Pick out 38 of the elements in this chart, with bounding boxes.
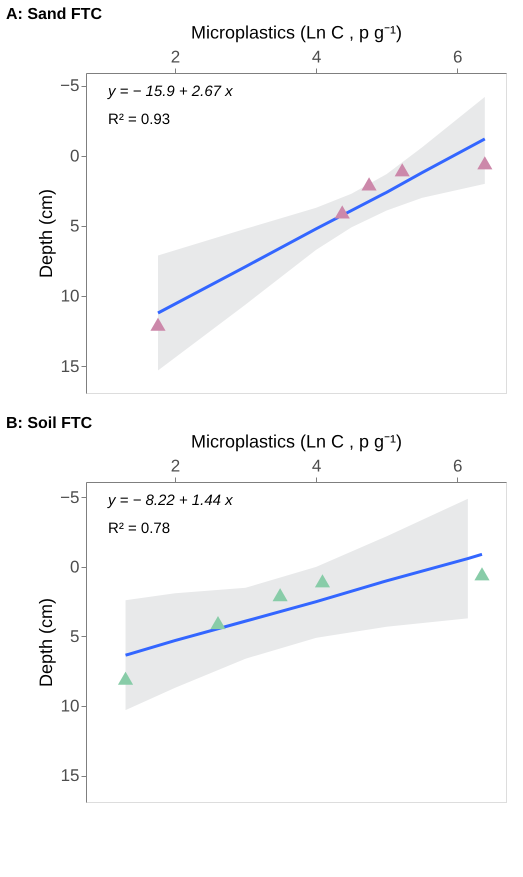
point [272, 588, 288, 602]
annotation: y = − 8.22 + 1.44 x [107, 492, 234, 509]
point [394, 163, 410, 176]
x-tick-label: 6 [453, 456, 463, 476]
point [314, 574, 330, 588]
x-axis-title: Microplastics (Ln C , p g⁻¹) [190, 22, 402, 42]
y-tick-label: 15 [60, 766, 80, 786]
point [361, 177, 377, 190]
y-tick-label: −5 [60, 488, 80, 507]
y-tick-label: 10 [60, 286, 80, 306]
point [477, 156, 492, 170]
chart-title: A: Sand FTC [6, 6, 102, 23]
chart-title: B: Soil FTC [6, 415, 93, 432]
point [150, 318, 166, 331]
x-tick-label: 6 [453, 48, 463, 66]
annotation: y = − 15.9 + 2.67 x [107, 83, 234, 100]
line-series [124, 552, 484, 657]
y-tick-label: 10 [60, 696, 80, 716]
y-tick-label: 15 [60, 356, 80, 376]
x-tick-label: 4 [312, 48, 322, 66]
point [334, 205, 350, 219]
x-tick-label: 2 [170, 48, 180, 66]
x-tick-label: 4 [312, 456, 322, 476]
y-axis-title: Depth (cm) [36, 598, 56, 688]
y-axis-title: Depth (cm) [36, 188, 56, 278]
annotation: R² = 0.93 [108, 111, 170, 128]
y-tick-label: −5 [60, 76, 80, 96]
x-axis-title: Microplastics (Ln C , p g⁻¹) [190, 432, 402, 452]
y-tick-label: 0 [70, 146, 80, 166]
y-tick-label: 0 [70, 557, 80, 576]
y-tick-label: 5 [70, 626, 80, 646]
y-tick-label: 5 [70, 216, 80, 236]
x-tick-label: 2 [170, 456, 180, 476]
point [210, 616, 226, 630]
point [474, 567, 490, 580]
point [118, 672, 134, 685]
annotation: R² = 0.78 [108, 520, 170, 537]
line-series [156, 137, 486, 314]
